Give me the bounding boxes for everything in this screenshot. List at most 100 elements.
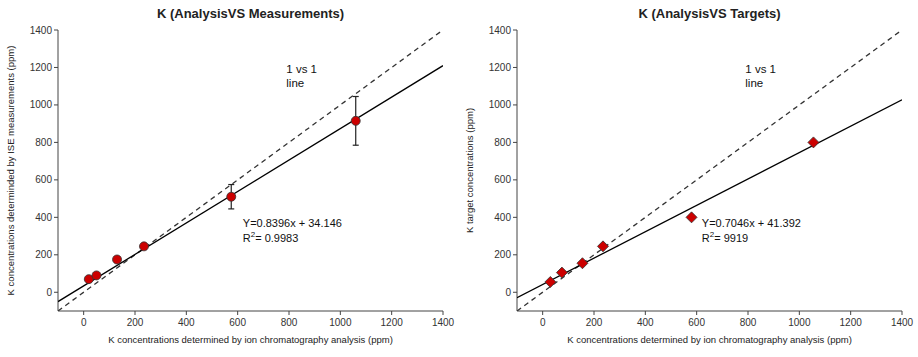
r-squared: R2= 9919 [702,230,748,244]
reference-line [58,30,443,311]
panel: 0200400600800100012001400020040060080010… [5,6,455,345]
x-tick [443,311,444,315]
point [227,192,236,201]
x-axis-label: K concentrations determined by ion chrom… [108,334,393,345]
y-axis [517,30,518,311]
point [113,255,122,264]
y-tick [513,142,517,143]
x-tick [83,311,84,315]
figure: 0 200 400 600 800 1000 1200 1400 0 200 400 600 800 10… [0,0,918,357]
y-tick [513,292,517,293]
r-label: R [243,232,251,244]
reference-label: 1 vs 1 line [286,63,317,89]
y-tick [54,292,58,293]
x-tick-label: 0 [81,317,87,328]
title: K (AnalysisVS Targets) [638,6,780,21]
plot-area [517,30,902,311]
x-tick-label: 1000 [329,317,352,328]
equation: Y=0.7046x + 41.392 [702,217,801,229]
y-tick [54,142,58,143]
y-tick [513,179,517,180]
fit-line [58,66,443,302]
y-tick-label: 800 [494,137,511,148]
x-tick [340,311,341,315]
y-tick-label: 1400 [30,25,53,36]
y-axis-label: K target concentrations (ppm) [464,108,475,233]
y-tick [54,104,58,105]
x-tick-label: 1200 [381,317,404,328]
y-tick [513,67,517,68]
x-tick [594,311,595,315]
y-tick-label: 1000 [30,99,53,110]
y-tick [54,179,58,180]
x-tick-label: 800 [740,317,757,328]
point [686,212,697,223]
x-tick [237,311,238,315]
r-value: = 0.9983 [255,232,298,244]
x-tick [542,311,543,315]
reference-label: 1 vs 1 line [745,63,776,89]
x-tick-label: 400 [637,317,654,328]
x-tick [799,311,800,315]
y-tick [54,254,58,255]
x-tick [391,311,392,315]
fit-line [517,100,902,298]
y-tick-label: 400 [494,212,511,223]
r-squared: R2= 0.9983 [243,230,299,244]
x-axis [517,311,902,312]
y-tick-label: 800 [35,137,52,148]
y-tick-label: 600 [35,174,52,185]
y-tick [54,30,58,31]
y-tick [513,30,517,31]
x-tick-label: 0 [540,317,546,328]
y-tick [513,104,517,105]
x-tick [748,311,749,315]
point [597,241,608,252]
point [577,258,588,269]
x-tick [135,311,136,315]
y-tick-label: 600 [494,174,511,185]
x-tick [645,311,646,315]
x-tick-label: 200 [127,317,144,328]
point [556,267,567,278]
y-tick-label: 1200 [30,62,53,73]
x-tick [696,311,697,315]
y-tick-label: 200 [494,249,511,260]
point [92,271,101,280]
r-label: R [702,232,710,244]
x-tick-label: 400 [178,317,195,328]
panel: 0 200 400 600 800 1000 1200 1400 0 200 400 600 800 10… [464,6,914,345]
y-tick [513,254,517,255]
y-axis [58,30,59,311]
x-tick-label: 1400 [432,317,455,328]
x-axis [58,311,443,312]
y-tick [54,217,58,218]
reference-label-line: 1 vs 1 [286,63,317,75]
reference-line [517,30,902,311]
x-tick-label: 200 [586,317,603,328]
y-tick-label: 0 [46,287,52,298]
point [545,276,556,287]
reference-label-line: line [286,77,304,89]
point [139,242,148,251]
reference-label-line: 1 vs 1 [745,63,776,75]
x-tick [850,311,851,315]
y-tick-label: 1200 [489,62,512,73]
y-tick-label: 0 [505,287,511,298]
equation: Y=0.8396x + 34.146 [243,217,342,229]
x-tick [186,311,187,315]
r-value: = 9919 [714,232,748,244]
point [808,137,819,148]
y-axis-label: K concentrations determinded by ISE meas… [5,46,16,296]
x-tick-label: 1200 [840,317,863,328]
x-tick-label: 1000 [788,317,811,328]
y-tick-label: 400 [35,212,52,223]
title: K (AnalysisVS Measurements) [157,6,344,21]
x-tick-label: 1400 [891,317,914,328]
reference-label-line: line [745,77,763,89]
y-tick-label: 1400 [489,25,512,36]
y-tick-label: 1000 [489,99,512,110]
x-tick-label: 800 [281,317,298,328]
point [351,116,360,125]
x-tick-label: 600 [688,317,705,328]
